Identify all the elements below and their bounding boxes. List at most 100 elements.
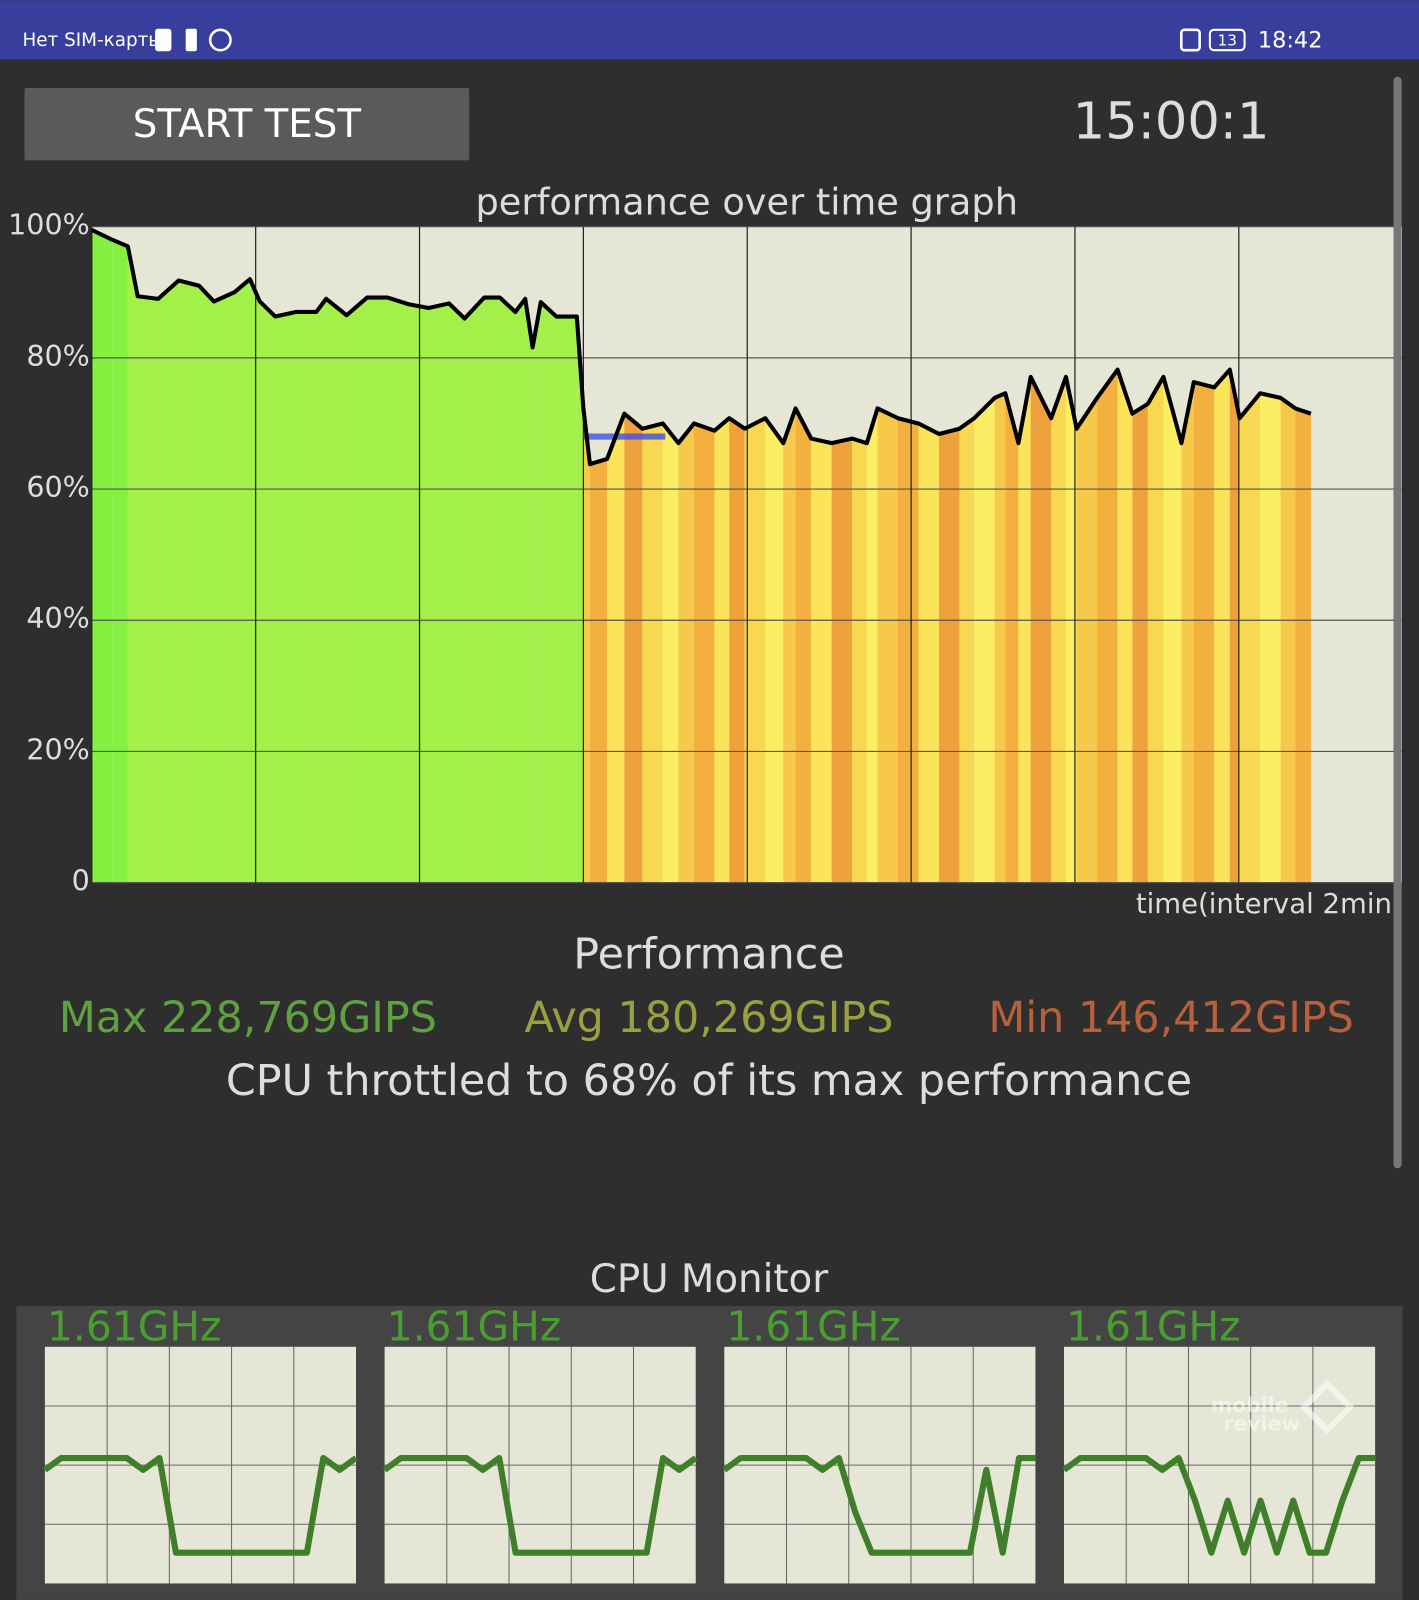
area-segment xyxy=(1280,397,1296,883)
area-segment xyxy=(877,408,898,883)
area-segment xyxy=(765,418,784,883)
area-segment xyxy=(831,438,853,883)
battery-icon-small xyxy=(185,28,197,52)
area-segment xyxy=(714,418,730,883)
area-segment xyxy=(464,297,485,883)
area-segment xyxy=(428,303,450,883)
core-frequency: 1.61GHz xyxy=(47,1302,222,1350)
watermark: mobile xyxy=(1211,1393,1289,1417)
area-segment xyxy=(783,408,796,883)
area-segment xyxy=(1229,369,1240,883)
whatsapp-icon xyxy=(208,28,232,52)
stat-min: Min 146,412GIPS xyxy=(988,993,1354,1043)
stats-title: Performance xyxy=(573,930,844,980)
area-segment xyxy=(367,297,388,883)
stat-avg: Avg 180,269GIPS xyxy=(525,993,894,1043)
area-segment xyxy=(127,246,138,883)
start-button-label[interactable]: START TEST xyxy=(133,102,362,147)
area-segment xyxy=(234,279,250,883)
area-segment xyxy=(540,302,557,883)
start-button[interactable] xyxy=(24,87,470,161)
clock: 18:42 xyxy=(1258,28,1323,54)
watermark-logo xyxy=(1299,1379,1355,1435)
area-segment xyxy=(729,418,745,883)
area-segment xyxy=(515,298,526,883)
area-segment xyxy=(1193,382,1215,883)
area-segment xyxy=(275,311,296,883)
area-segment xyxy=(576,316,584,883)
area-segment xyxy=(1076,397,1098,883)
x-axis-label: time(interval 2min) xyxy=(1136,888,1403,920)
sim-icon xyxy=(155,28,172,52)
core-frequency: 1.61GHz xyxy=(387,1302,562,1350)
core-load-line xyxy=(43,1454,358,1556)
area-segment xyxy=(866,408,878,883)
battery-icon xyxy=(1208,28,1246,52)
chart-title: performance over time graph xyxy=(475,181,1018,224)
area-segment xyxy=(199,285,214,883)
area-segment xyxy=(959,418,975,883)
area-segment xyxy=(1163,376,1182,883)
area-segment xyxy=(249,279,260,883)
cpu-monitor-title: CPU Monitor xyxy=(590,1257,828,1302)
area-segment xyxy=(693,423,715,883)
area-segment xyxy=(1214,369,1230,883)
y-tick-label: 0 xyxy=(72,864,90,898)
area-segment xyxy=(295,311,317,883)
area-segment xyxy=(624,413,643,883)
area-segment xyxy=(1097,369,1118,883)
area-segment xyxy=(1132,403,1148,883)
performance-line xyxy=(90,228,1312,467)
core-frequency: 1.61GHz xyxy=(1066,1302,1241,1350)
timer: 15:00:1 xyxy=(1073,93,1270,152)
area-segment xyxy=(346,297,368,883)
area-segment xyxy=(158,280,179,883)
area-segment xyxy=(1260,393,1281,883)
area-segment xyxy=(811,438,832,883)
area-segment xyxy=(1030,376,1052,883)
y-tick-label: 40% xyxy=(26,601,89,635)
y-tick-label: 80% xyxy=(26,339,89,373)
y-tick-label: 20% xyxy=(26,732,89,766)
core-load-line xyxy=(1062,1454,1376,1556)
area-segment xyxy=(1181,382,1194,883)
area-segment xyxy=(112,239,128,883)
carrier: Нет SIM-карты xyxy=(22,30,162,51)
area-segment xyxy=(1018,376,1031,883)
area-segment xyxy=(589,458,608,883)
y-tick-label: 60% xyxy=(26,470,89,504)
area-segment xyxy=(1005,393,1019,883)
area-segment xyxy=(408,304,429,883)
area-segment xyxy=(662,423,679,883)
status-bar xyxy=(0,0,1419,60)
area-segment xyxy=(994,393,1006,883)
area-segment xyxy=(484,297,500,883)
area-segment xyxy=(744,418,766,883)
area-segment xyxy=(1065,376,1077,883)
core-load-line xyxy=(722,1454,1036,1556)
area-segment xyxy=(213,292,235,883)
area-segment xyxy=(326,298,347,883)
area-segment xyxy=(91,229,113,883)
area-segment xyxy=(642,423,663,883)
stat-max: Max 228,769GIPS xyxy=(59,993,437,1043)
area-segment xyxy=(137,296,159,883)
area-segment xyxy=(852,438,867,883)
battery-level: 13 xyxy=(1217,32,1236,50)
area-segment xyxy=(583,408,590,883)
scrollbar xyxy=(1393,76,1402,1169)
core-load-line xyxy=(382,1454,698,1556)
area-segment xyxy=(1051,376,1066,883)
area-segment xyxy=(449,303,465,883)
area-segment xyxy=(499,297,516,883)
y-tick-label: 100% xyxy=(8,208,90,242)
area-segment xyxy=(387,297,409,883)
area-segment xyxy=(897,418,919,883)
throttle-summary: CPU throttled to 68% of its max performa… xyxy=(226,1056,1192,1106)
area-segment xyxy=(532,302,541,883)
core-frequency: 1.61GHz xyxy=(726,1302,901,1350)
area-segment xyxy=(1117,369,1133,883)
area-segment xyxy=(259,301,276,883)
area-segment xyxy=(607,413,625,883)
